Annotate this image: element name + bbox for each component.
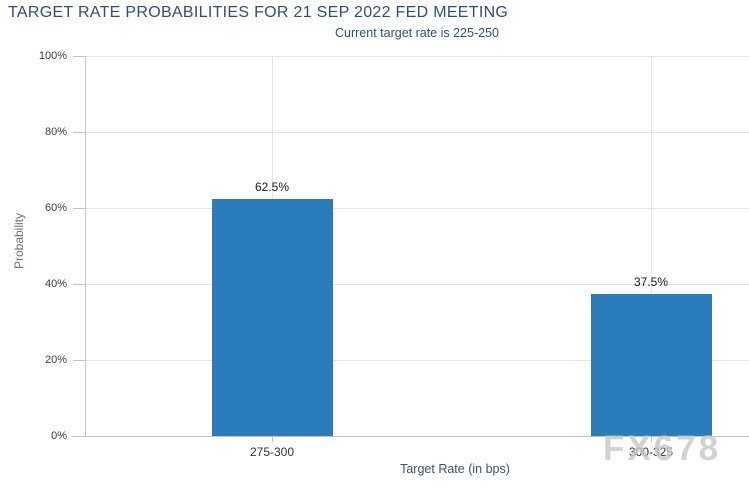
chart-title: TARGET RATE PROBABILITIES FOR 21 SEP 202… <box>8 4 509 21</box>
x-tick-label: 275-300 <box>249 445 295 459</box>
y-tick-label: 40% <box>44 278 67 290</box>
bar-value-label: 62.5% <box>254 179 290 194</box>
x-tick-label: 300-325 <box>628 445 674 459</box>
x-tick-0 <box>272 436 273 442</box>
y-tick-0 <box>73 436 85 437</box>
y-tick-40 <box>73 284 85 285</box>
y-tick-label: 80% <box>44 126 67 138</box>
gridline-h-80 <box>85 132 749 133</box>
gridline-h-0 <box>72 436 749 437</box>
y-tick-label: 20% <box>44 354 67 366</box>
gridline-h-60 <box>85 208 749 209</box>
y-tick-label: 60% <box>44 202 67 214</box>
y-tick-100 <box>73 56 85 57</box>
gridline-h-100 <box>85 56 749 57</box>
x-axis-title: Target Rate (in bps) <box>400 462 510 476</box>
bar-300-325 <box>590 293 712 436</box>
gridline-h-20 <box>85 360 749 361</box>
gridline-h-40 <box>85 284 749 285</box>
y-tick-label: 0% <box>51 430 67 442</box>
plot-area: 62.5% 275-300 37.5% 300-325 <box>72 56 749 459</box>
y-tick-20 <box>73 360 85 361</box>
y-tick-60 <box>73 208 85 209</box>
y-tick-80 <box>73 132 85 133</box>
bar-value-label: 37.5% <box>633 274 669 289</box>
y-axis-line <box>85 56 86 436</box>
chart-subtitle: Current target rate is 225-250 <box>335 26 499 40</box>
bar-275-300 <box>211 198 333 436</box>
y-tick-label: 100% <box>38 50 67 62</box>
x-tick-1 <box>651 436 652 442</box>
fx678-watermark: FX678 <box>603 429 722 468</box>
gridline-v-1 <box>651 56 652 436</box>
